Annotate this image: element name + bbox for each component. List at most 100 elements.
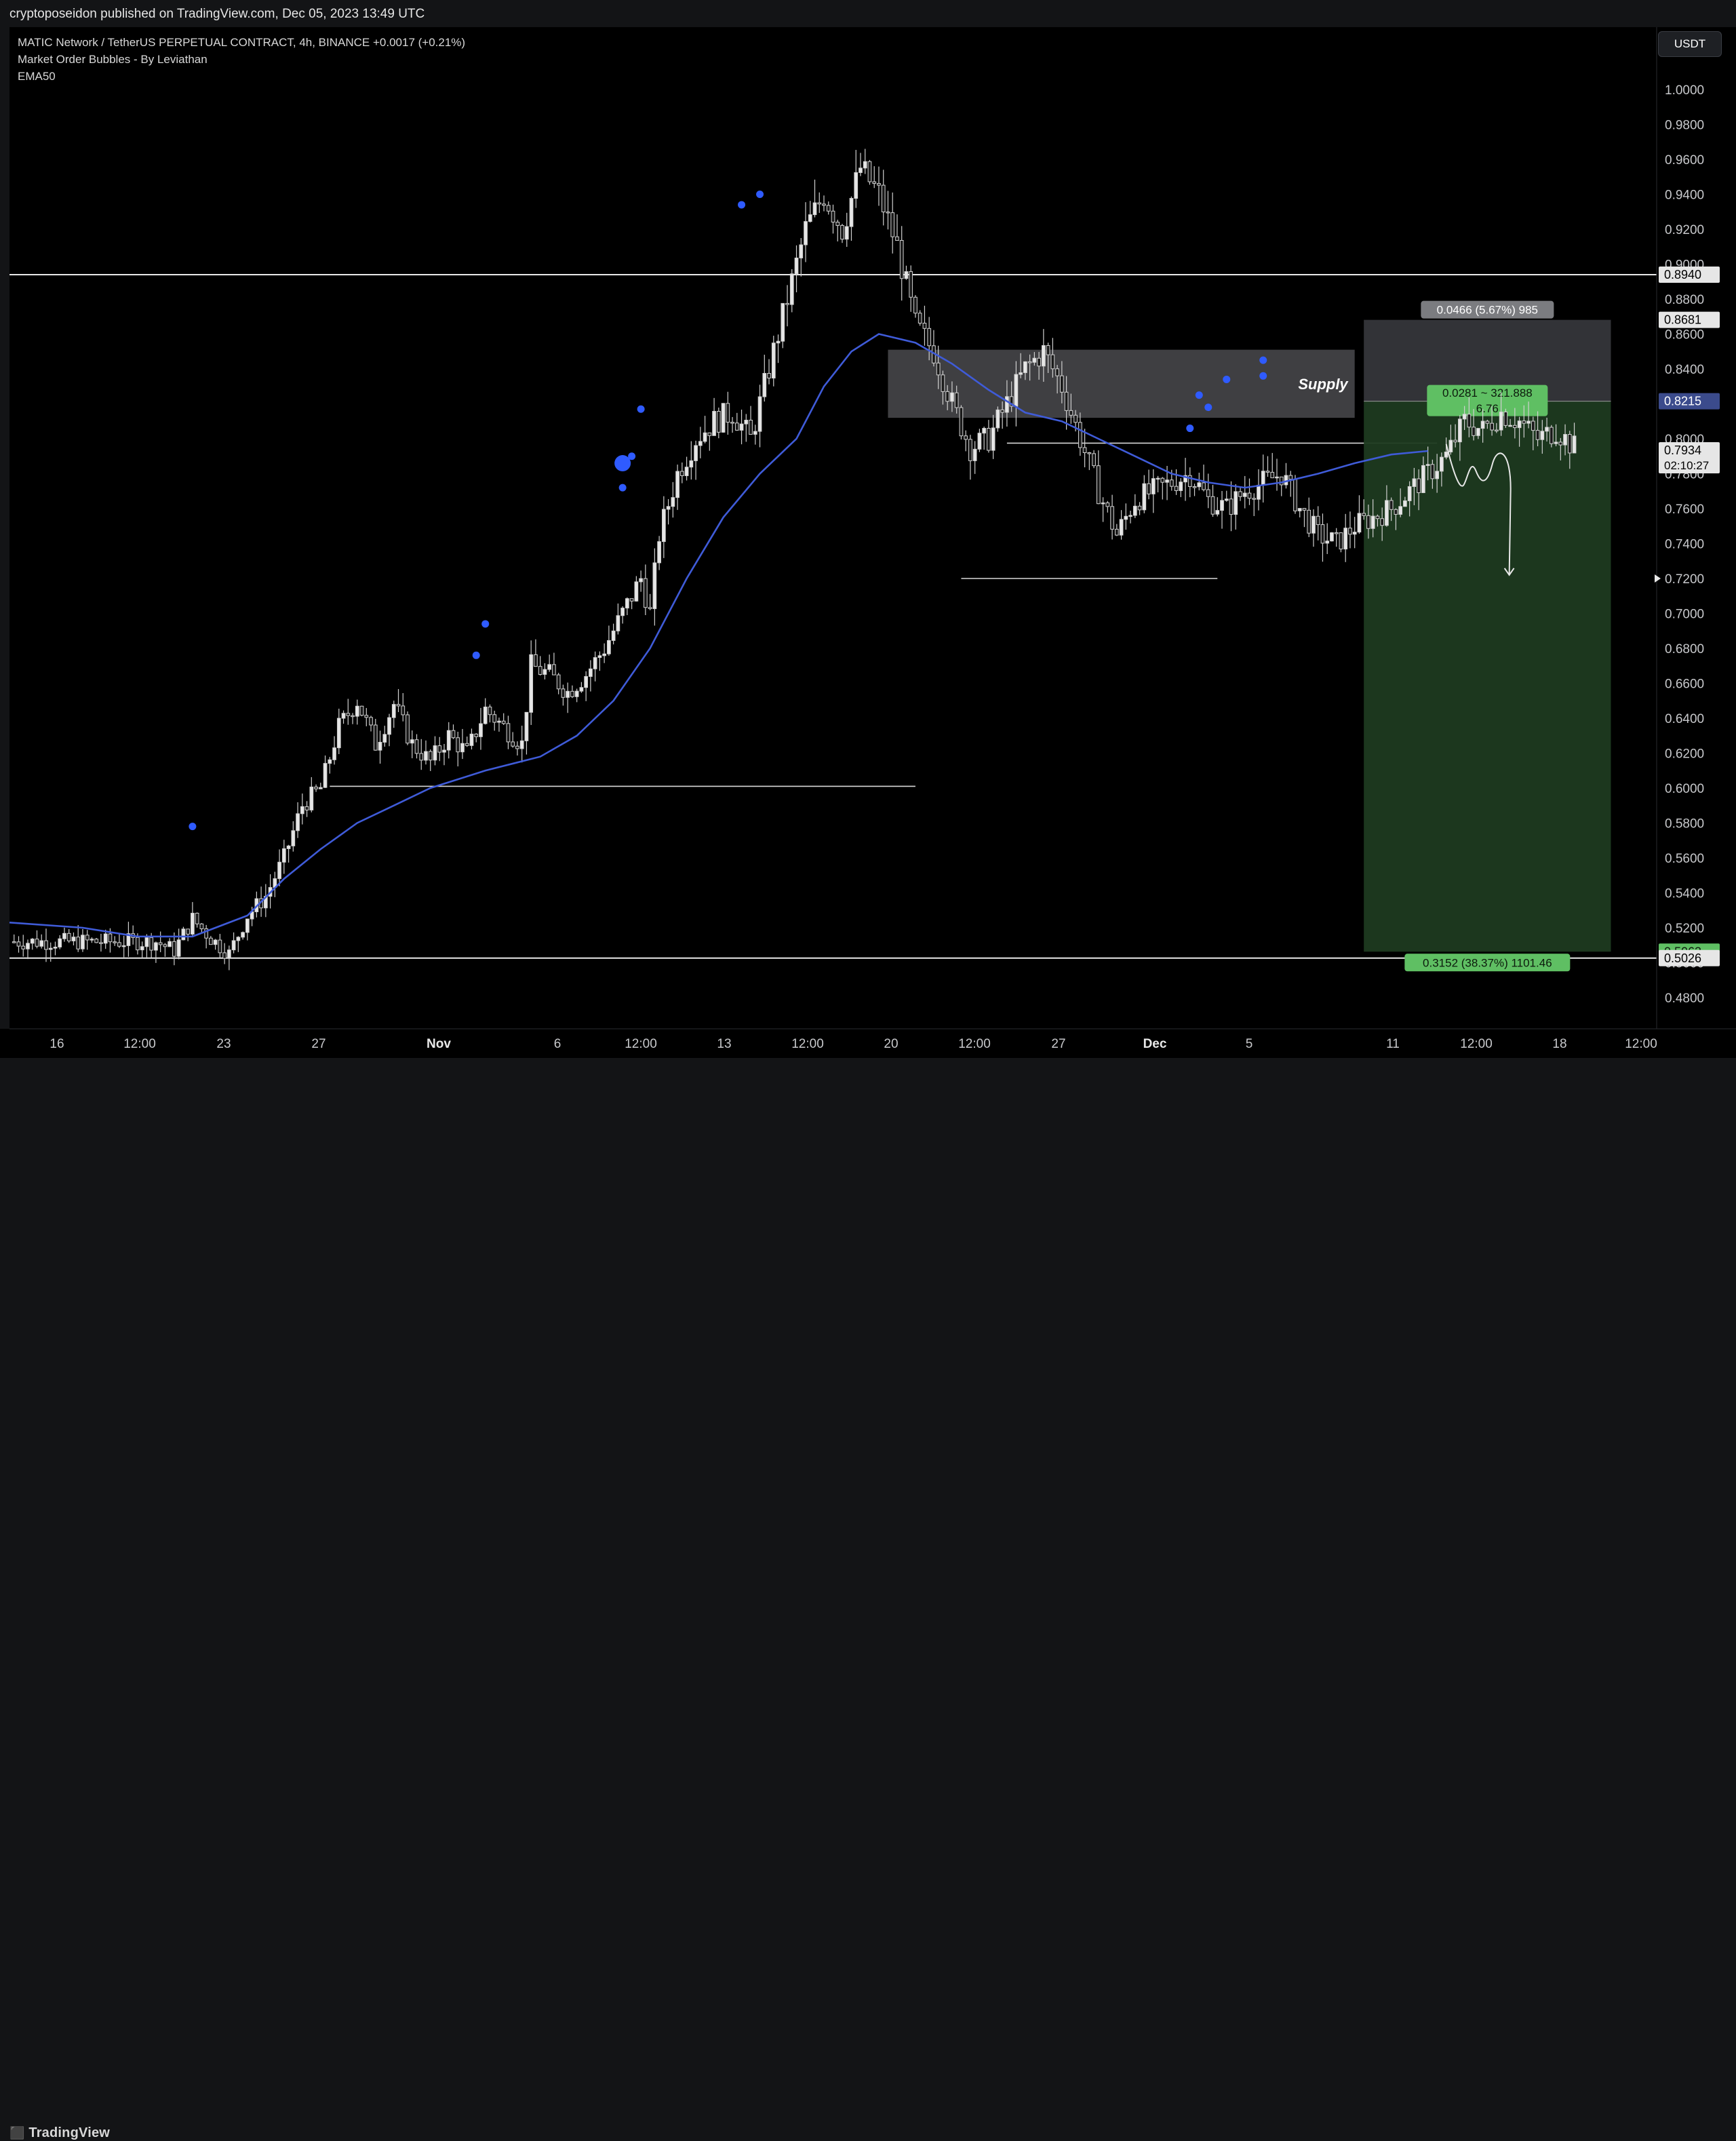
candle-body — [639, 578, 643, 583]
candle-body — [1417, 478, 1421, 494]
candle-body — [1440, 456, 1444, 472]
price-tick-label: 0.7200 — [1665, 572, 1704, 587]
candle-body — [446, 730, 451, 751]
candle-body — [629, 598, 634, 602]
candle-body — [1467, 414, 1472, 428]
candle-body — [625, 598, 629, 609]
candle-body — [995, 409, 1000, 429]
candle-body — [831, 210, 835, 223]
take-profit-zone — [1364, 401, 1611, 952]
symbol-title[interactable]: MATIC Network / TetherUS PERPETUAL CONTR… — [18, 36, 466, 49]
currency-button[interactable]: USDT — [1658, 31, 1722, 57]
candle-body — [414, 739, 419, 754]
price-tick-label: 0.9800 — [1665, 119, 1704, 133]
candle-body — [304, 806, 309, 810]
candle-body — [1385, 500, 1389, 526]
order-bubble — [1259, 356, 1267, 364]
candle-body — [620, 608, 625, 616]
candle-body — [1494, 429, 1499, 432]
candle-body — [117, 942, 121, 947]
candle-body — [401, 705, 406, 715]
price-chart[interactable]: Supply 0.0466 (5.67%) 985 0.0281 ~ 321.88… — [0, 0, 1736, 1092]
candle-body — [1485, 420, 1490, 424]
candle-body — [895, 236, 899, 241]
candle-body — [1339, 532, 1343, 550]
candle-body — [1540, 431, 1545, 440]
candle-body — [1082, 447, 1087, 453]
candle-body — [552, 664, 556, 675]
candle-body — [39, 940, 44, 947]
candle-body — [657, 541, 661, 564]
time-tick-label: 12:00 — [123, 1037, 156, 1051]
candle-body — [1257, 484, 1261, 500]
candle-body — [1174, 486, 1179, 491]
candle-body — [679, 471, 684, 476]
candle-body — [1362, 513, 1366, 516]
candle-body — [1375, 515, 1380, 519]
candle-body — [849, 197, 854, 227]
candle-body — [1444, 451, 1448, 458]
tradingview-logo[interactable]: ⬛ TradingView — [9, 2125, 110, 2141]
candle-body — [534, 654, 538, 667]
candle-body — [726, 403, 730, 423]
candle-body — [1421, 465, 1425, 494]
candle-body — [716, 410, 721, 433]
price-tick-label: 0.8600 — [1665, 328, 1704, 342]
candle-body — [556, 674, 561, 690]
candle-body — [99, 942, 103, 944]
candle-body — [53, 946, 58, 949]
candle-body — [1037, 357, 1041, 367]
order-bubble — [614, 455, 631, 472]
candle-body — [730, 422, 734, 424]
candle-body — [85, 935, 90, 941]
candle-body — [1380, 518, 1385, 526]
candle-body — [1046, 345, 1050, 355]
candle-body — [644, 578, 648, 608]
candle-body — [336, 718, 341, 749]
candle-body — [186, 928, 191, 935]
candle-body — [671, 497, 675, 507]
candle-body — [812, 202, 817, 216]
price-tick-label: 0.6600 — [1665, 677, 1704, 692]
candle-body — [341, 713, 346, 719]
candle-body — [1526, 420, 1531, 424]
entry-info-badge: 0.0281 ~ 321.888 6.76 — [1427, 385, 1548, 416]
indicator-order-bubbles[interactable]: Market Order Bubbles - By Leviathan — [18, 53, 208, 66]
candle-body — [1517, 420, 1522, 429]
time-tick-label: Nov — [427, 1037, 451, 1051]
candle-body — [296, 813, 300, 831]
candle-body — [387, 717, 391, 735]
candle-body — [35, 939, 39, 947]
candle-body — [58, 938, 62, 947]
indicator-ema50[interactable]: EMA50 — [18, 70, 56, 83]
candle-body — [1357, 513, 1362, 533]
candle-body — [1042, 345, 1046, 367]
candle-body — [1261, 471, 1265, 486]
candle-body — [1425, 464, 1430, 466]
candle-body — [1270, 471, 1275, 479]
time-tick-label: 12:00 — [791, 1037, 824, 1051]
candle-body — [1490, 423, 1494, 431]
candle-body — [913, 296, 918, 314]
price-tick-label: 1.0000 — [1665, 83, 1704, 98]
candle-body — [808, 214, 812, 222]
time-tick-label: 27 — [1051, 1037, 1065, 1051]
candle-body — [1316, 515, 1320, 526]
candle-body — [954, 392, 959, 408]
price-tick-label: 0.6000 — [1665, 782, 1704, 796]
candle-body — [1128, 515, 1132, 517]
candle-body — [964, 435, 968, 440]
candle-body — [1032, 357, 1037, 363]
candle-body — [634, 581, 639, 602]
candle-body — [666, 506, 671, 510]
candle-body — [1435, 471, 1439, 479]
candle-body — [675, 471, 679, 498]
candle-body — [1462, 414, 1467, 420]
time-tick-label: 16 — [50, 1037, 64, 1051]
candle-body — [826, 205, 831, 212]
svg-text:0.8215: 0.8215 — [1664, 395, 1701, 408]
candle-body — [1019, 372, 1023, 375]
candle-body — [488, 706, 492, 715]
candle-body — [1476, 428, 1480, 436]
candle-body — [511, 741, 515, 747]
